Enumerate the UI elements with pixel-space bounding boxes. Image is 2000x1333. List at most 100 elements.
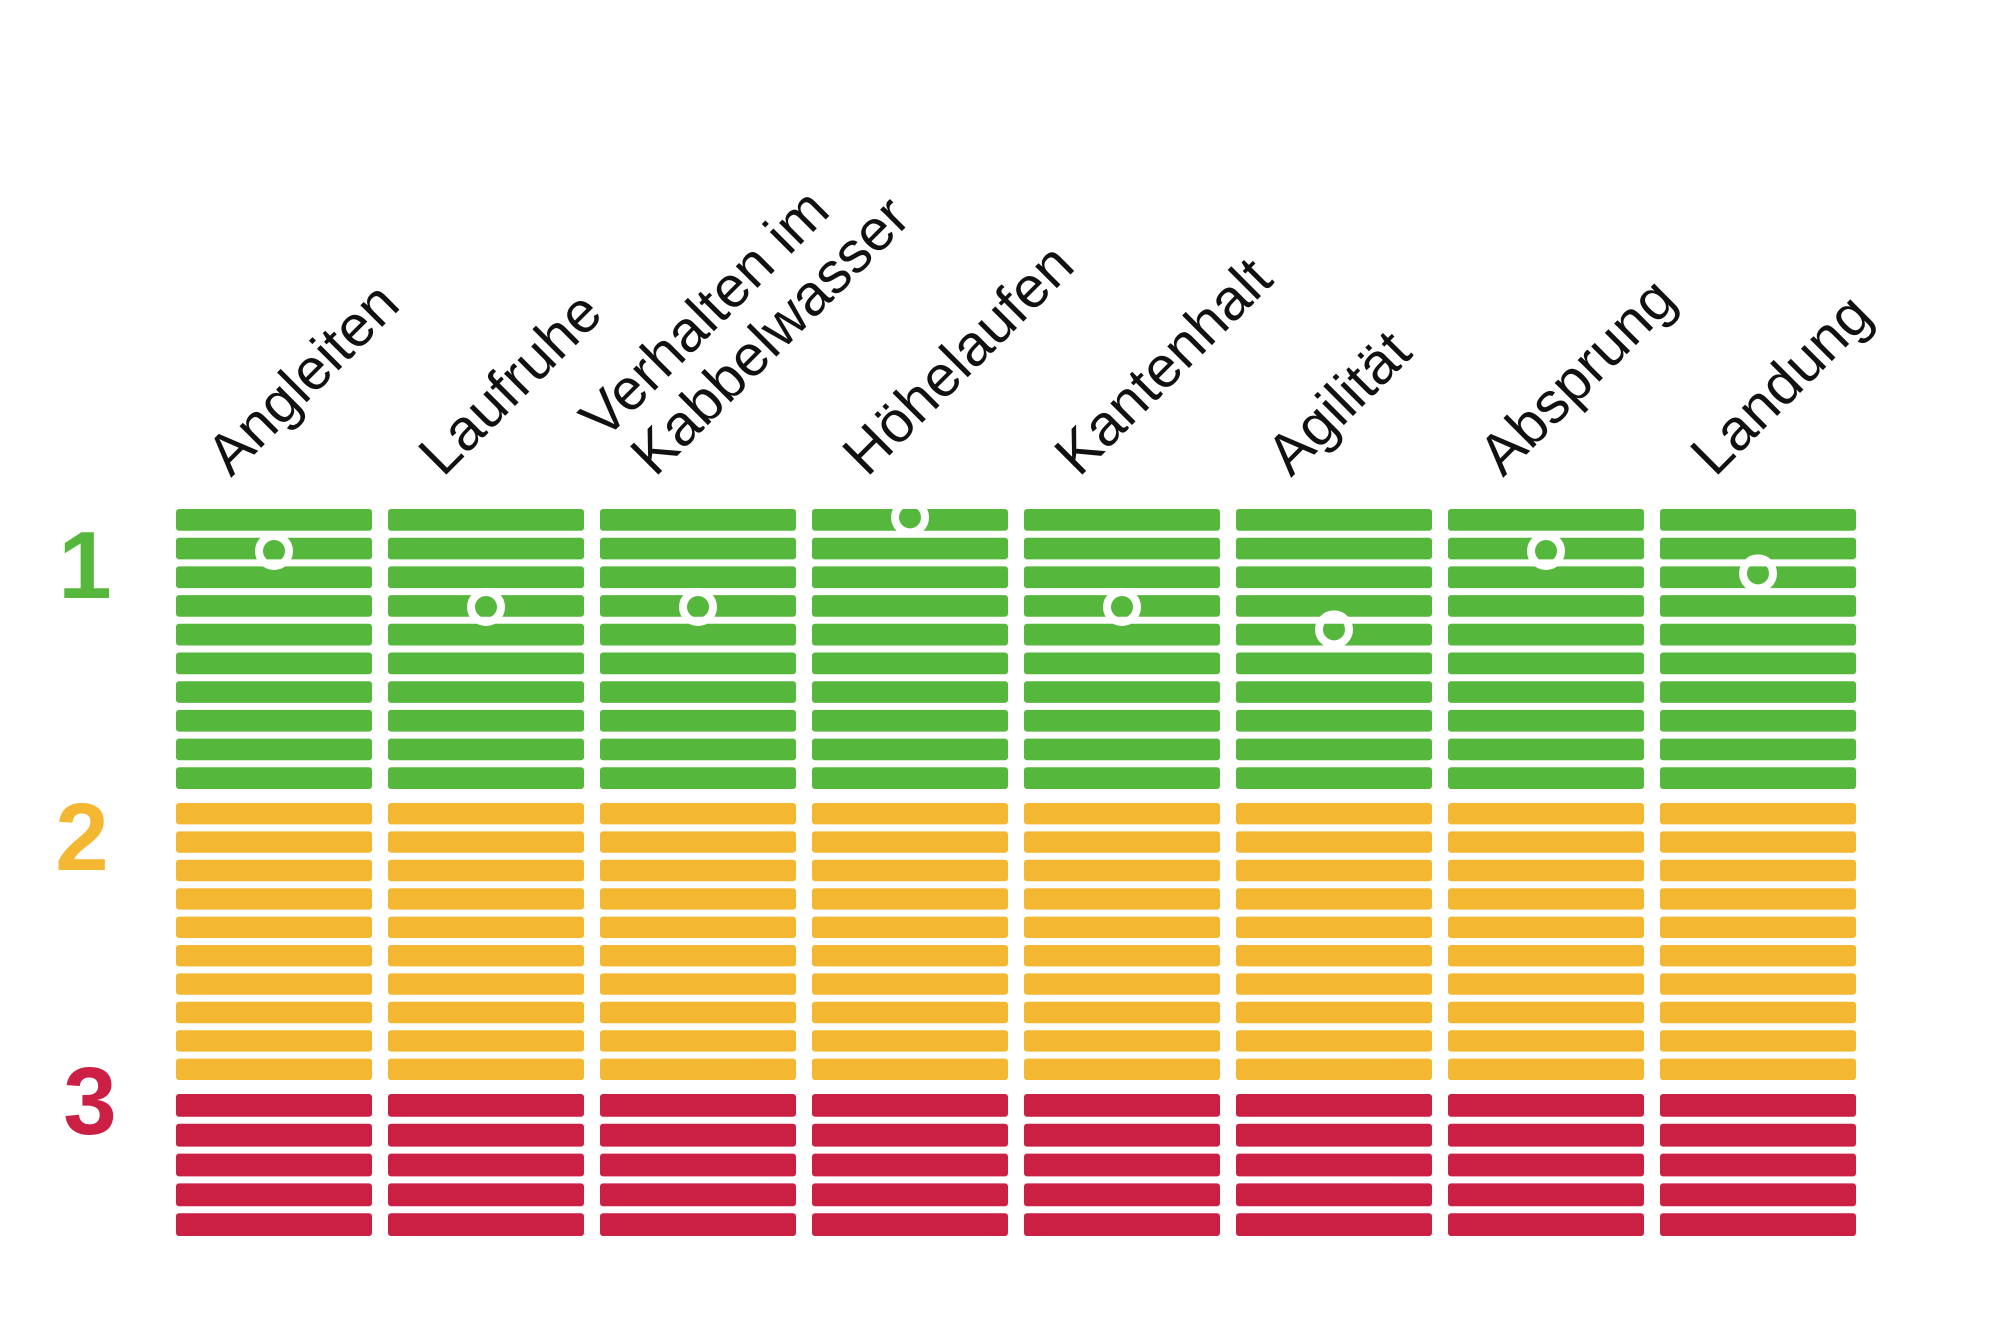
stripe-zone3-col5-2: [1024, 1123, 1220, 1147]
stripe-zone1-col2-3: [388, 566, 584, 589]
stripe-zone2-col6-8: [1236, 1001, 1432, 1024]
stripe-zone2-col6-1: [1236, 803, 1432, 825]
stripe-zone3-col4-5: [812, 1213, 1008, 1236]
stripe-zone2-col1-5: [176, 916, 372, 938]
stripe-zone2-col1-8: [176, 1001, 372, 1024]
stripe-zone2-col8-9: [1660, 1030, 1856, 1052]
category-label-7: Absprung: [1466, 266, 1688, 488]
stripe-zone1-col1-6: [176, 652, 372, 675]
stripe-zone1-col4-3: [812, 566, 1008, 589]
stripe-zone1-col8-7: [1660, 681, 1856, 703]
stripe-zone3-col2-3: [388, 1153, 584, 1177]
stripe-zone2-col4-4: [812, 888, 1008, 910]
stripe-zone2-col3-7: [600, 973, 796, 995]
stripe-zone1-col3-6: [600, 652, 796, 675]
zone-label-3: 3: [63, 1048, 116, 1155]
stripe-zone1-col6-2: [1236, 537, 1432, 560]
stripe-zone2-col7-2: [1448, 831, 1644, 853]
category-label-line: Absprung: [1466, 266, 1688, 488]
stripe-zone3-col4-2: [812, 1123, 1008, 1147]
stripe-zone2-col8-4: [1660, 888, 1856, 910]
stripe-zone1-col3-1: [600, 509, 796, 531]
stripe-zone2-col8-5: [1660, 916, 1856, 938]
stripe-zone2-col2-8: [388, 1001, 584, 1024]
stripe-zone1-col7-4: [1448, 595, 1644, 617]
stripe-zone1-col3-10: [600, 767, 796, 789]
chart-markers: [255, 498, 1777, 649]
stripe-zone1-col3-4: [600, 595, 796, 617]
stripe-zone1-col2-7: [388, 681, 584, 703]
category-label-6: Agilität: [1254, 318, 1423, 487]
stripe-zone1-col7-10: [1448, 767, 1644, 789]
stripe-zone1-col3-7: [600, 681, 796, 703]
stripe-zone3-col3-3: [600, 1153, 796, 1177]
stripe-zone2-col1-2: [176, 831, 372, 853]
stripe-zone1-col6-10: [1236, 767, 1432, 789]
stripe-zone2-col8-7: [1660, 973, 1856, 995]
stripe-zone2-col7-1: [1448, 803, 1644, 825]
stripe-zone3-col6-4: [1236, 1183, 1432, 1207]
category-label-8: Landung: [1678, 282, 1884, 488]
stripe-zone2-col2-6: [388, 945, 584, 967]
marker-4: [891, 498, 929, 537]
stripe-zone2-col4-1: [812, 803, 1008, 825]
stripe-zone1-col7-7: [1448, 681, 1644, 703]
stripe-zone1-col6-9: [1236, 738, 1432, 761]
stripe-zone1-col1-2: [176, 537, 372, 560]
stripe-zone1-col1-7: [176, 681, 372, 703]
stripe-zone1-col7-2: [1448, 537, 1644, 560]
stripe-zone2-col3-8: [600, 1001, 796, 1024]
category-label-line: Laufruhe: [406, 279, 614, 487]
stripe-zone3-col8-3: [1660, 1153, 1856, 1177]
marker-8: [1739, 554, 1777, 593]
stripe-zone3-col6-1: [1236, 1094, 1432, 1117]
stripe-zone2-col8-6: [1660, 945, 1856, 967]
stripe-zone2-col1-10: [176, 1058, 372, 1080]
stripe-zone3-col6-2: [1236, 1123, 1432, 1147]
stripe-zone3-col6-5: [1236, 1213, 1432, 1236]
stripe-zone3-col2-5: [388, 1213, 584, 1236]
stripe-zone3-col3-5: [600, 1213, 796, 1236]
stripe-zone2-col3-9: [600, 1030, 796, 1052]
stripe-zone2-col2-1: [388, 803, 584, 825]
stripe-zone3-col8-4: [1660, 1183, 1856, 1207]
stripe-zone2-col8-10: [1660, 1058, 1856, 1080]
stripe-zone1-col7-1: [1448, 509, 1644, 531]
stripe-zone1-col6-6: [1236, 652, 1432, 675]
stripe-zone1-col2-8: [388, 709, 584, 732]
stripe-zone2-col4-2: [812, 831, 1008, 853]
stripe-zone1-col5-2: [1024, 537, 1220, 560]
stripe-zone1-col2-2: [388, 537, 584, 560]
stripe-zone2-col6-9: [1236, 1030, 1432, 1052]
stripe-zone2-col1-4: [176, 888, 372, 910]
zone-label-2: 2: [55, 784, 108, 891]
stripe-zone1-col1-9: [176, 738, 372, 761]
stripe-zone2-col4-7: [812, 973, 1008, 995]
stripe-zone2-col6-5: [1236, 916, 1432, 938]
stripe-zone2-col7-9: [1448, 1030, 1644, 1052]
stripe-zone2-col5-1: [1024, 803, 1220, 825]
stripe-zone2-col5-9: [1024, 1030, 1220, 1052]
stripe-zone2-col3-1: [600, 803, 796, 825]
stripe-zone1-col8-5: [1660, 623, 1856, 646]
stripe-zone2-col3-10: [600, 1058, 796, 1080]
stripe-zone1-col5-1: [1024, 509, 1220, 531]
stripe-zone2-col1-9: [176, 1030, 372, 1052]
stripe-zone2-col6-3: [1236, 859, 1432, 882]
stripe-zone3-col7-5: [1448, 1213, 1644, 1236]
stripe-zone1-col4-6: [812, 652, 1008, 675]
marker-3: [679, 588, 717, 626]
stripe-zone1-col6-8: [1236, 709, 1432, 732]
stripe-zone2-col2-5: [388, 916, 584, 938]
stripe-zone1-col8-10: [1660, 767, 1856, 789]
stripe-zone1-col1-3: [176, 566, 372, 589]
stripe-zone3-col1-1: [176, 1094, 372, 1117]
stripe-zone2-col3-2: [600, 831, 796, 853]
stripe-zone2-col5-6: [1024, 945, 1220, 967]
stripe-zone1-col3-8: [600, 709, 796, 732]
stripe-zone2-col1-3: [176, 859, 372, 882]
stripe-zone2-col5-10: [1024, 1058, 1220, 1080]
stripe-zone2-col7-7: [1448, 973, 1644, 995]
stripe-zone3-col4-3: [812, 1153, 1008, 1177]
